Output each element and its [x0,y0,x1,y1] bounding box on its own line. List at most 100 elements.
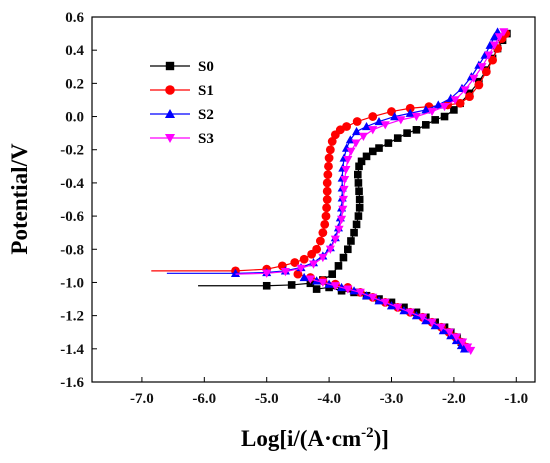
series-s3-point [451,333,461,342]
series-s3-point [484,51,494,60]
series-s1-point [324,153,334,163]
series-s1 [151,29,511,352]
series-s1-point [322,186,332,196]
series-s3-point [477,63,487,72]
series-s1-point [488,55,497,65]
legend-marker-s2 [164,108,176,119]
series-s0-point [375,144,383,152]
series-s0-anodic-line [198,33,508,287]
series-s0-point [347,237,355,245]
series-s3-point [330,282,340,291]
series-s3-point [358,132,368,142]
series-s3-point [405,308,415,317]
series-s1-point [322,178,332,188]
series-s1-point [312,244,322,254]
series-s2-point [374,116,384,126]
series-s3-point [499,28,509,37]
series-s0-point [355,162,363,171]
series-s3-point [296,264,306,273]
series-s1-point [465,92,474,102]
series-s2-point [485,40,495,49]
series-s1-point [323,170,333,180]
series-s2 [166,27,503,353]
legend-label-s0: S0 [198,59,214,75]
series-s0-point [393,134,402,142]
series-s2-point [430,321,440,330]
plot-frame [91,16,536,383]
y-tick-label: 0.6 [65,10,84,26]
series-s1-point [299,254,309,264]
series-s0-point [354,179,363,187]
series-s3-point [396,116,406,125]
series-s0-point [287,281,296,289]
series-s0-point [312,285,321,293]
y-tick-label: -1.0 [60,275,84,291]
series-s1-point [405,103,415,113]
x-axis-title-tail: )] [374,426,389,451]
series-s3-point [489,41,500,50]
series-s0-point [362,152,371,161]
series-s1-point [324,161,333,171]
series-s2-point [438,326,448,335]
series-s2-point [421,105,431,114]
x-tick-label: -5.0 [255,391,279,407]
y-tick-label: -0.6 [60,209,84,225]
series-s3-point [339,185,349,195]
series-s3-point [325,245,335,254]
series-s3-point [494,33,504,42]
series-s0-point [339,253,348,262]
series-s3-cathodic-line [310,278,472,351]
series-s0-point [355,187,363,196]
series-s3-point [351,139,361,148]
series-s3-point [355,288,365,297]
series-s0-point [422,121,430,129]
series-s2-point [230,268,241,277]
series-s0-point [357,157,366,166]
series-s0-point [355,203,364,212]
series-s3-point [458,338,468,347]
series-s1-point [327,137,337,146]
series-s3-point [308,260,319,269]
series-s3-point [338,195,349,205]
series-s3-point [340,175,350,185]
x-axis-title-base: Log[i/(A·cm [241,426,361,451]
series-s1-point [325,145,335,155]
series-s3-point [334,225,344,234]
series-s2-point [489,32,500,41]
series-s3-point [444,328,455,337]
series-s1-point [474,80,484,90]
series-s3-point [436,323,446,332]
series-s2-point [361,121,372,131]
x-tick-label: -6.0 [192,391,216,407]
series-s0-point [344,245,352,254]
series-s0-point [440,112,449,121]
series-s3 [235,28,509,356]
series-s3-point [346,147,356,156]
series-s0-point [354,212,363,220]
series-s2-point [299,272,309,282]
legend-marker-s0 [165,61,175,71]
series-s2-point [405,108,415,117]
legend-label-s1: S1 [198,83,214,99]
series-s0-point [412,126,421,134]
series-s3-point [280,268,290,277]
series-s0-point [403,129,411,137]
series-s3-point [318,253,328,263]
series-s0-point [355,195,364,204]
series-s2-point [459,344,470,353]
series-s3-point [460,86,470,95]
series-s3-point [343,285,353,294]
series-s0-point [450,106,458,114]
series-s1-point [368,112,378,121]
series-s3-point [393,303,403,312]
legend-label-s2: S2 [198,107,214,123]
y-tick-label: -0.2 [60,143,84,159]
series-s3-point [318,278,328,288]
series-s3-point [330,235,340,244]
series-s1-point [342,122,351,131]
series-s3-point [341,165,351,175]
series-s1-point [293,269,303,279]
series-s0-point [350,228,358,237]
series-s1-point [320,219,330,229]
